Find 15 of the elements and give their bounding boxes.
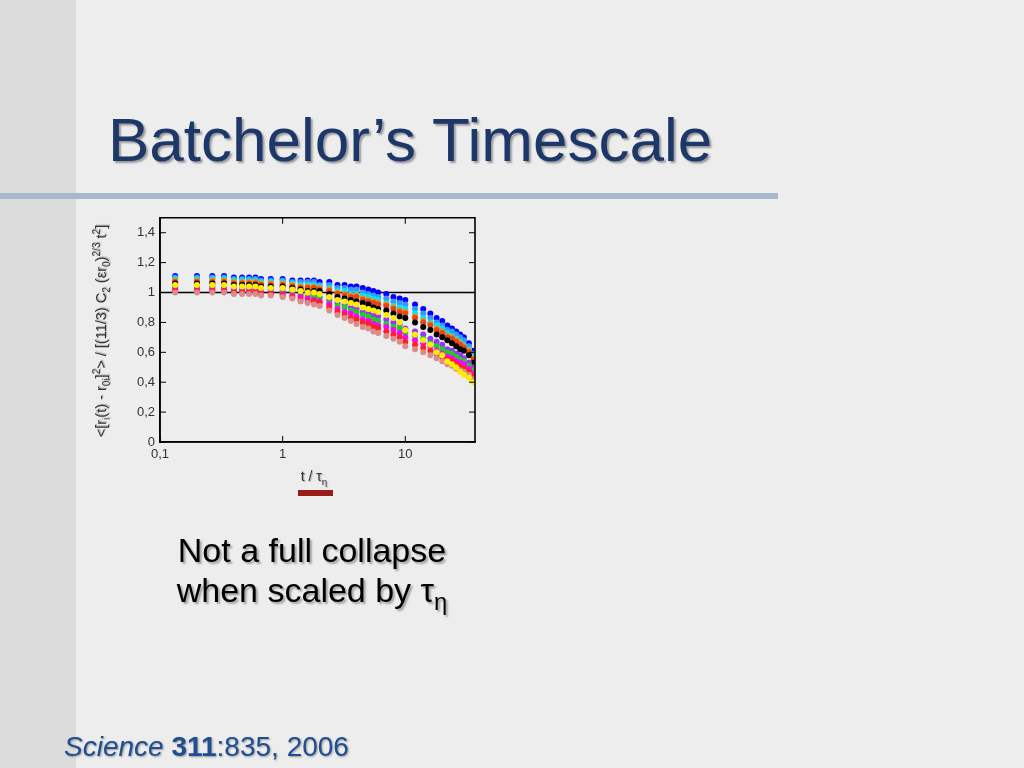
x-tick-label: 0,1 bbox=[150, 446, 170, 462]
x-tick-label: 10 bbox=[398, 446, 413, 462]
y-tick-label: 0,6 bbox=[136, 343, 155, 359]
x-axis-title: t / τ$_{η}$ bbox=[300, 468, 328, 487]
x-tick-label: 1 bbox=[279, 446, 287, 462]
y-tick-label: 0,8 bbox=[136, 314, 155, 329]
text: Science 311:835, 2006 bbox=[64, 731, 349, 762]
y-tick-label: 1,4 bbox=[136, 224, 155, 240]
y-tick-label: 0 bbox=[147, 433, 155, 449]
y-tick-label: 0,2 bbox=[136, 403, 155, 419]
y-tick-label: 0,4 bbox=[136, 373, 155, 389]
y-tick-label: 1,2 bbox=[136, 254, 155, 270]
text: Not a full collapse when scaled by τ$_{η}$ bbox=[175, 530, 449, 615]
y-tick-label: 1 bbox=[147, 284, 155, 300]
chart-title: Batchelor’s Timescale bbox=[108, 105, 713, 174]
